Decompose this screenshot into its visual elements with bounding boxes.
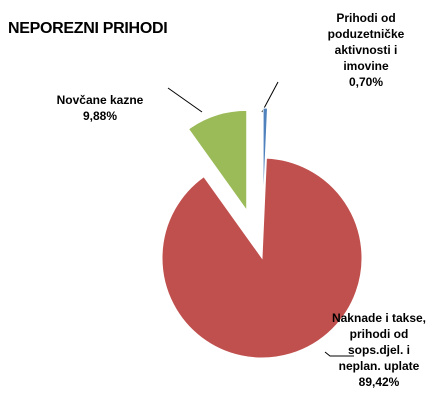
category-label: Prihodi od poduzetničke aktivnosti i imo…: [327, 11, 405, 73]
slice-label: Novčane kazne 9,88%: [40, 92, 160, 124]
pie-slice: [161, 157, 363, 359]
value-label: 89,42%: [358, 375, 400, 389]
value-label: 9,88%: [82, 109, 118, 123]
slice-label: Prihodi od poduzetničke aktivnosti i imo…: [318, 10, 414, 90]
category-label: Naknade i takse, prihodi od sops.djel. i…: [331, 311, 427, 373]
value-label: 0,70%: [348, 75, 384, 89]
chart-title: NEPOREZNI PRIHODI: [8, 20, 168, 37]
leader-line: [261, 81, 279, 113]
slice-label: Naknade i takse, prihodi od sops.djel. i…: [330, 310, 428, 390]
category-label: Novčane kazne: [56, 93, 144, 107]
leader-line: [324, 351, 354, 357]
leader-line: [167, 87, 203, 113]
pie-slice: [187, 109, 248, 212]
pie-slice: [262, 107, 269, 209]
